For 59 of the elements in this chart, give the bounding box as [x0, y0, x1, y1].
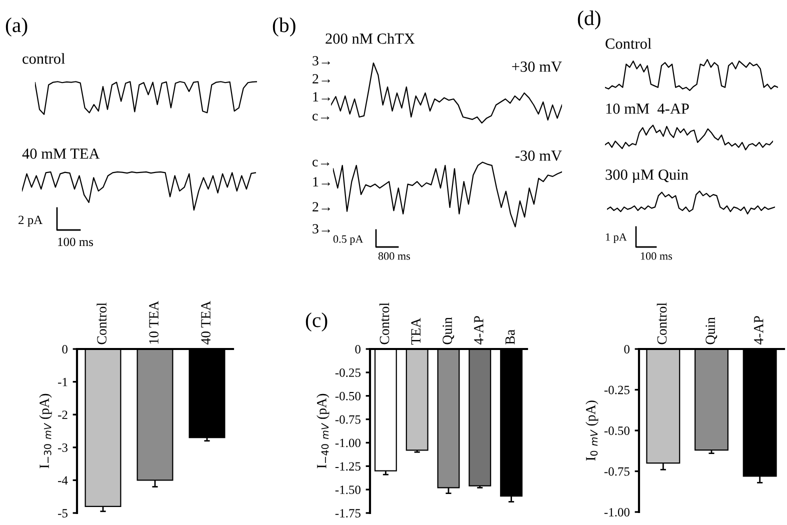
y-tick-label: -4	[58, 476, 68, 485]
y-tick-label: -0.75	[335, 415, 360, 424]
y-tick-label: 0	[355, 345, 360, 354]
y-tick-label: -0.25	[335, 368, 360, 377]
y-tick-label: -1.00	[604, 508, 630, 517]
x-tick-label: Control	[96, 302, 106, 344]
chart-title: 300 µM Quin	[606, 170, 688, 183]
x-tick-label: Quin	[706, 317, 718, 344]
y-tick-label: -0.25	[604, 386, 630, 394]
chart-title: 10 mM 4-AP	[606, 104, 689, 114]
y-tick-label: -1.50	[335, 486, 360, 494]
text: 2→	[312, 202, 330, 212]
annotation: c→	[312, 114, 330, 120]
text: 2 pA	[18, 216, 43, 227]
y-tick-label: -0.75	[604, 467, 630, 476]
y-tick-label: -5	[58, 509, 68, 518]
text: 0.5 pA	[333, 235, 364, 246]
y-tick-label: -0.50	[604, 426, 630, 436]
y-tick-label: -1.00	[335, 438, 360, 448]
y-tick-label: 0	[624, 345, 630, 354]
text: 800 ms	[378, 252, 410, 260]
y-tick-label: -1	[58, 378, 68, 386]
chart-title: 200 nM ChTX	[326, 33, 415, 44]
x-tick-label: 4-AP	[754, 316, 764, 345]
text: 1→	[313, 177, 330, 186]
text: 1 pA	[606, 233, 627, 244]
y-axis-title: I$_{−30 mV}$ (pA)	[39, 394, 52, 468]
y-tick-label: -1.75	[335, 509, 360, 518]
y-tick-label: -1.25	[335, 462, 360, 471]
y-tick-label: 0	[62, 345, 68, 354]
annotation: 3→	[312, 56, 330, 66]
text: 100 ms	[58, 238, 94, 246]
annotation: 1→	[313, 92, 330, 102]
x-tick-label: Quin	[442, 317, 454, 344]
y-axis-title: I$_{0 mV}$ (pA)	[586, 400, 598, 461]
chart-title: control	[22, 53, 65, 64]
annotation: +30 mV	[512, 62, 562, 72]
text: (c)	[306, 312, 328, 332]
y-axis-title: I$_{−40 mV}$ (pA)	[316, 394, 330, 468]
x-tick-label: TEA	[411, 318, 420, 345]
text: 3→	[312, 224, 330, 234]
y-tick-label: -2	[58, 410, 68, 419]
text: (b)	[272, 18, 296, 36]
x-tick-label: 10 TEA	[149, 300, 158, 344]
x-tick-label: Ba	[506, 330, 515, 344]
x-tick-label: 4-AP	[474, 316, 484, 345]
text: (d)	[578, 10, 600, 30]
chart-title: 40 mM TEA	[22, 148, 100, 159]
x-tick-label: Control	[379, 302, 390, 344]
annotation: 2→	[312, 74, 330, 84]
x-tick-label: Control	[656, 302, 667, 344]
y-tick-label: -3	[58, 443, 68, 452]
y-tick-label: -0.50	[335, 392, 360, 400]
chart-title: Control	[606, 38, 652, 49]
x-tick-label: 40 TEA	[201, 300, 210, 345]
text: -30 mV	[515, 150, 562, 161]
text: (a)	[6, 18, 28, 36]
text: 100 ms	[640, 252, 672, 260]
text: c→	[312, 160, 330, 166]
